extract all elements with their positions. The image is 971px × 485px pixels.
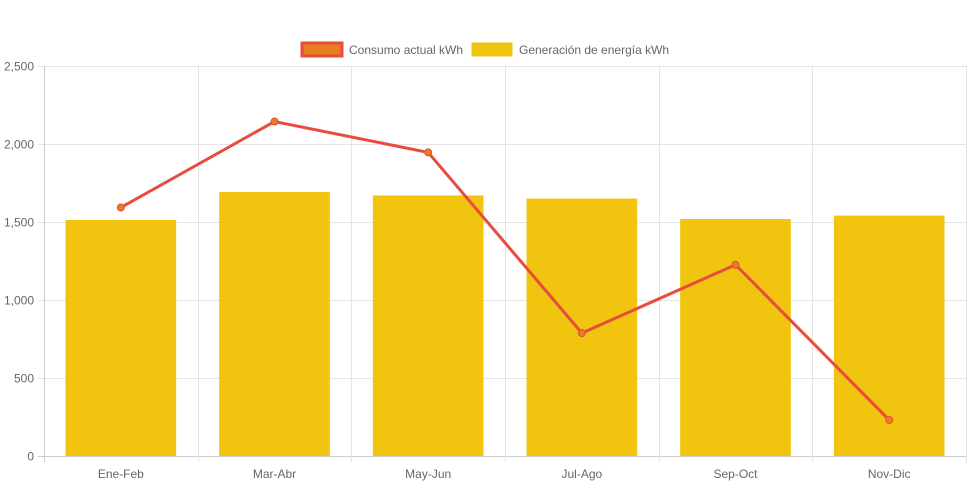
- y-tick-label: 2,000: [4, 138, 34, 152]
- bar[interactable]: [65, 219, 177, 456]
- y-tick-label: 2,500: [4, 60, 34, 74]
- x-axis: Ene-Feb Mar-Abr May-Jun Jul-Ago Sep-Oct Nov-D…: [98, 467, 911, 481]
- y-tick-label: 500: [14, 372, 34, 386]
- line-point[interactable]: [731, 260, 740, 269]
- legend-label-generacion: Generación de energía kWh: [519, 43, 669, 57]
- legend-swatch-consumo: [300, 41, 344, 58]
- line-path: [120, 120, 891, 422]
- legend[interactable]: Consumo actual kWh Generación de energía…: [300, 41, 669, 58]
- y-tick-label: 1,000: [4, 294, 34, 308]
- bar[interactable]: [219, 192, 330, 456]
- line-point[interactable]: [424, 148, 433, 157]
- legend-label-consumo: Consumo actual kWh: [349, 43, 463, 57]
- legend-item-consumo[interactable]: Consumo actual kWh: [300, 41, 463, 58]
- line-point[interactable]: [577, 329, 586, 338]
- bar[interactable]: [526, 198, 638, 456]
- legend-swatch-generacion: [471, 42, 513, 57]
- x-tick-label: Ene-Feb: [98, 467, 144, 481]
- x-tick-label: Sep-Oct: [713, 467, 758, 481]
- y-axis: 0 500 1,000 1,500 2,000 2,500: [4, 60, 34, 464]
- line-series: [116, 117, 894, 424]
- bar[interactable]: [833, 215, 945, 456]
- bar[interactable]: [680, 219, 791, 456]
- line-point[interactable]: [116, 203, 125, 212]
- line-point[interactable]: [270, 117, 279, 126]
- bar[interactable]: [372, 195, 484, 457]
- x-tick-label: Jul-Ago: [561, 467, 602, 481]
- x-tick-label: Nov-Dic: [868, 467, 911, 481]
- x-tick-label: Mar-Abr: [253, 467, 296, 481]
- bar-series: [65, 192, 945, 457]
- x-tick-label: May-Jun: [405, 467, 451, 481]
- y-tick-label: 1,500: [4, 216, 34, 230]
- line-point[interactable]: [885, 415, 894, 424]
- grid: [38, 66, 967, 462]
- legend-item-generacion[interactable]: Generación de energía kWh: [471, 42, 669, 57]
- y-tick-label: 0: [27, 450, 34, 464]
